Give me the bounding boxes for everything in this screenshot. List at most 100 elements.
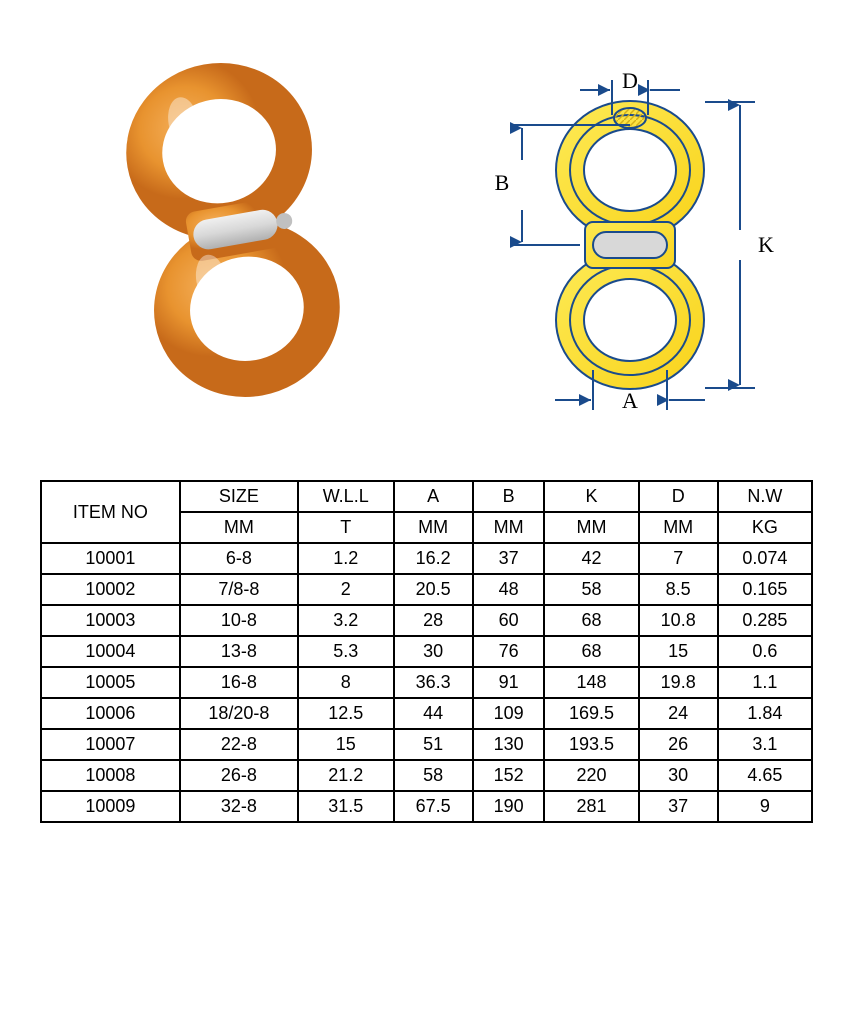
table-cell: 3.2 bbox=[298, 605, 394, 636]
table-cell: 58 bbox=[544, 574, 638, 605]
table-cell: 16-8 bbox=[180, 667, 298, 698]
spec-table: ITEM NO SIZE W.L.L A B K D N.W MM T MM M… bbox=[40, 480, 813, 823]
table-cell: 3.1 bbox=[718, 729, 812, 760]
table-cell: 68 bbox=[544, 605, 638, 636]
table-cell: 4.65 bbox=[718, 760, 812, 791]
product-photo bbox=[93, 60, 373, 400]
table-cell: 67.5 bbox=[394, 791, 473, 822]
table-cell: 1.2 bbox=[298, 543, 394, 574]
table-cell: 152 bbox=[473, 760, 545, 791]
table-cell: 1.1 bbox=[718, 667, 812, 698]
header-a: A bbox=[394, 481, 473, 512]
table-cell: 7 bbox=[639, 543, 718, 574]
header-unit-a: MM bbox=[394, 512, 473, 543]
table-cell: 0.285 bbox=[718, 605, 812, 636]
table-cell: 19.8 bbox=[639, 667, 718, 698]
table-cell: 36.3 bbox=[394, 667, 473, 698]
table-cell: 91 bbox=[473, 667, 545, 698]
table-cell: 0.074 bbox=[718, 543, 812, 574]
header-unit-nw: KG bbox=[718, 512, 812, 543]
table-cell: 10.8 bbox=[639, 605, 718, 636]
table-cell: 10004 bbox=[41, 636, 180, 667]
table-row: 100027/8-8220.548588.50.165 bbox=[41, 574, 812, 605]
header-size: SIZE bbox=[180, 481, 298, 512]
table-cell: 8 bbox=[298, 667, 394, 698]
table-cell: 30 bbox=[639, 760, 718, 791]
table-cell: 24 bbox=[639, 698, 718, 729]
header-b: B bbox=[473, 481, 545, 512]
header-nw: N.W bbox=[718, 481, 812, 512]
table-cell: 30 bbox=[394, 636, 473, 667]
table-row: 1000722-81551130193.5263.1 bbox=[41, 729, 812, 760]
table-cell: 130 bbox=[473, 729, 545, 760]
table-row: 1000932-831.567.5190281379 bbox=[41, 791, 812, 822]
product-diagram: D B K A bbox=[480, 60, 760, 400]
table-header-row-1: ITEM NO SIZE W.L.L A B K D N.W bbox=[41, 481, 812, 512]
header-wll: W.L.L bbox=[298, 481, 394, 512]
table-cell: 22-8 bbox=[180, 729, 298, 760]
table-cell: 10008 bbox=[41, 760, 180, 791]
table-cell: 42 bbox=[544, 543, 638, 574]
table-cell: 5.3 bbox=[298, 636, 394, 667]
table-cell: 76 bbox=[473, 636, 545, 667]
table-cell: 26 bbox=[639, 729, 718, 760]
diagram-label-k: K bbox=[758, 232, 774, 257]
table-cell: 169.5 bbox=[544, 698, 638, 729]
table-cell: 10002 bbox=[41, 574, 180, 605]
table-row: 100016-81.216.2374270.074 bbox=[41, 543, 812, 574]
table-cell: 44 bbox=[394, 698, 473, 729]
table-cell: 109 bbox=[473, 698, 545, 729]
table-cell: 7/8-8 bbox=[180, 574, 298, 605]
table-cell: 1.84 bbox=[718, 698, 812, 729]
table-cell: 15 bbox=[298, 729, 394, 760]
table-cell: 37 bbox=[473, 543, 545, 574]
table-cell: 2 bbox=[298, 574, 394, 605]
table-cell: 0.165 bbox=[718, 574, 812, 605]
table-cell: 51 bbox=[394, 729, 473, 760]
table-cell: 28 bbox=[394, 605, 473, 636]
table-cell: 0.6 bbox=[718, 636, 812, 667]
header-unit-d: MM bbox=[639, 512, 718, 543]
header-d: D bbox=[639, 481, 718, 512]
table-cell: 6-8 bbox=[180, 543, 298, 574]
table-cell: 10001 bbox=[41, 543, 180, 574]
table-body: 100016-81.216.2374270.074100027/8-8220.5… bbox=[41, 543, 812, 822]
header-unit-k: MM bbox=[544, 512, 638, 543]
table-cell: 26-8 bbox=[180, 760, 298, 791]
table-cell: 281 bbox=[544, 791, 638, 822]
table-cell: 10007 bbox=[41, 729, 180, 760]
table-cell: 148 bbox=[544, 667, 638, 698]
header-unit-b: MM bbox=[473, 512, 545, 543]
table-cell: 48 bbox=[473, 574, 545, 605]
table-cell: 15 bbox=[639, 636, 718, 667]
table-cell: 20.5 bbox=[394, 574, 473, 605]
table-cell: 16.2 bbox=[394, 543, 473, 574]
diagram-label-d: D bbox=[622, 68, 638, 93]
header-k: K bbox=[544, 481, 638, 512]
images-container: D B K A bbox=[40, 40, 813, 420]
diagram-label-a: A bbox=[622, 388, 638, 413]
table-row: 1000310-83.228606810.80.285 bbox=[41, 605, 812, 636]
table-cell: 60 bbox=[473, 605, 545, 636]
table-cell: 10003 bbox=[41, 605, 180, 636]
header-item-no: ITEM NO bbox=[41, 481, 180, 543]
table-cell: 12.5 bbox=[298, 698, 394, 729]
table-cell: 21.2 bbox=[298, 760, 394, 791]
table-row: 1000826-821.258152220304.65 bbox=[41, 760, 812, 791]
table-cell: 10009 bbox=[41, 791, 180, 822]
table-cell: 220 bbox=[544, 760, 638, 791]
table-cell: 32-8 bbox=[180, 791, 298, 822]
table-cell: 18/20-8 bbox=[180, 698, 298, 729]
table-cell: 31.5 bbox=[298, 791, 394, 822]
table-cell: 68 bbox=[544, 636, 638, 667]
table-cell: 193.5 bbox=[544, 729, 638, 760]
table-cell: 10-8 bbox=[180, 605, 298, 636]
table-row: 1000413-85.3307668150.6 bbox=[41, 636, 812, 667]
table-cell: 13-8 bbox=[180, 636, 298, 667]
header-unit-wll: T bbox=[298, 512, 394, 543]
table-cell: 37 bbox=[639, 791, 718, 822]
table-cell: 9 bbox=[718, 791, 812, 822]
table-row: 1000516-8836.39114819.81.1 bbox=[41, 667, 812, 698]
diagram-label-b: B bbox=[494, 170, 509, 195]
table-cell: 58 bbox=[394, 760, 473, 791]
